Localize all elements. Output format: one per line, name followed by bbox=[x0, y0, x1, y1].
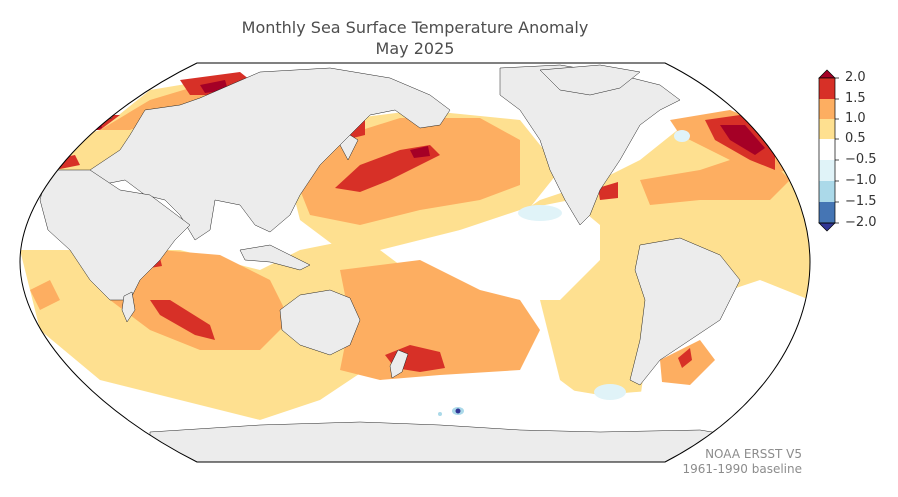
new-zealand-land bbox=[389, 349, 409, 379]
colorbar-label: 2.0 bbox=[845, 70, 866, 85]
land-masses bbox=[39, 64, 761, 462]
colorbar-extend-max bbox=[818, 69, 836, 79]
map-title: Monthly Sea Surface Temperature Anomaly bbox=[241, 18, 589, 37]
indonesia-islands bbox=[239, 244, 311, 271]
madagascar-land bbox=[121, 291, 136, 323]
eurasia-land bbox=[89, 67, 451, 241]
globe-outline bbox=[19, 62, 811, 463]
antarctica-land bbox=[149, 421, 761, 462]
colorbar-label: 1.5 bbox=[845, 91, 866, 106]
colorbar-label: −0.5 bbox=[845, 152, 877, 167]
cold-anomaly-regions bbox=[438, 130, 690, 416]
colorbar-swatch-minus-1.0-1.5 bbox=[819, 181, 835, 202]
colorbar-swatch-1.5-2.0 bbox=[819, 78, 835, 99]
baseline-credit: 1961-1990 baseline bbox=[682, 462, 802, 476]
colorbar-frame bbox=[818, 77, 836, 224]
data-source-credit: NOAA ERSST V5 bbox=[705, 447, 802, 461]
colorbar-label: −1.0 bbox=[845, 173, 877, 188]
colorbar-swatch-1.0-1.5 bbox=[819, 99, 835, 119]
colorbar-swatch-minus-0.5-1.0 bbox=[819, 160, 835, 181]
colorbar-swatch-neutral bbox=[819, 139, 835, 160]
australia-land bbox=[279, 289, 361, 356]
colorbar-swatch-minus-1.5-2.0 bbox=[819, 202, 835, 223]
north-america-land bbox=[499, 64, 681, 226]
map-subtitle: May 2025 bbox=[375, 39, 455, 58]
colorbar-ticks bbox=[835, 77, 839, 224]
colorbar-label: 1.0 bbox=[845, 111, 866, 126]
colorbar-label: −1.5 bbox=[845, 194, 877, 209]
colorbar bbox=[818, 69, 839, 232]
colorbar-swatch-0.5-1.0 bbox=[819, 119, 835, 139]
greenland-land bbox=[539, 64, 641, 96]
africa-land bbox=[39, 169, 191, 301]
colorbar-extend-min bbox=[818, 222, 836, 232]
japan-islands bbox=[339, 134, 359, 161]
colorbar-label: −2.0 bbox=[845, 215, 877, 230]
south-america-land bbox=[629, 237, 741, 386]
colorbar-label: 0.5 bbox=[845, 131, 866, 146]
